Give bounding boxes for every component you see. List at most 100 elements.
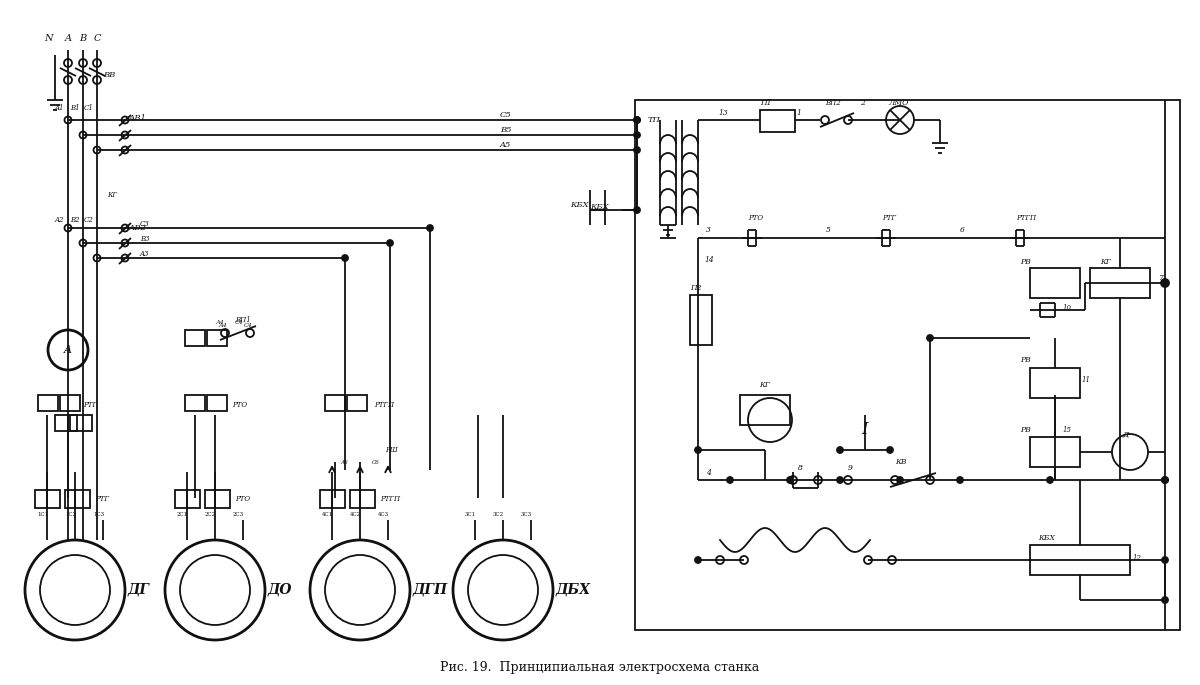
- Circle shape: [787, 477, 793, 483]
- Circle shape: [887, 447, 893, 453]
- Text: ВП2: ВП2: [826, 99, 841, 107]
- Text: 6: 6: [960, 226, 965, 234]
- Text: A3: A3: [140, 250, 150, 258]
- Bar: [35, 490, 60, 508]
- Text: С6: С6: [372, 460, 379, 464]
- Text: C: C: [94, 34, 101, 42]
- Text: КБХ: КБХ: [570, 201, 589, 209]
- Text: B5: B5: [500, 126, 511, 134]
- Text: A1: A1: [55, 104, 65, 112]
- Text: РВ: РВ: [1020, 356, 1031, 364]
- Text: 4С3: 4С3: [378, 512, 389, 517]
- Text: АВ2: АВ2: [128, 224, 146, 232]
- Text: 15: 15: [1063, 426, 1072, 434]
- Text: 3С1: 3С1: [466, 512, 476, 517]
- Bar: [208, 395, 227, 411]
- Text: I: I: [862, 421, 869, 438]
- Bar: [740, 395, 790, 425]
- Text: 1С2: 1С2: [65, 512, 76, 517]
- Bar: [55, 415, 77, 431]
- Text: С4: С4: [235, 319, 244, 325]
- Bar: [175, 490, 200, 508]
- Circle shape: [1162, 477, 1168, 483]
- Text: ЛМО: ЛМО: [888, 99, 908, 107]
- Bar: [635, 100, 1180, 630]
- Text: 3С3: 3С3: [521, 512, 532, 517]
- Text: 14: 14: [704, 256, 714, 264]
- Text: ТП: ТП: [648, 116, 661, 124]
- Text: РТГ: РТГ: [83, 401, 97, 409]
- Circle shape: [928, 335, 934, 341]
- Circle shape: [838, 447, 842, 453]
- Circle shape: [695, 557, 701, 563]
- Text: Рис. 19.  Принципиальная электросхема станка: Рис. 19. Принципиальная электросхема ста…: [440, 662, 760, 675]
- Text: C5: C5: [500, 111, 511, 119]
- Text: 11: 11: [1082, 376, 1091, 384]
- Bar: [690, 295, 712, 345]
- Bar: [760, 110, 796, 132]
- Text: A: A: [64, 345, 72, 355]
- Text: B1: B1: [70, 104, 79, 112]
- Text: РТГ: РТГ: [882, 214, 896, 222]
- Bar: [325, 395, 346, 411]
- Bar: [185, 330, 205, 346]
- Text: 12: 12: [1133, 554, 1142, 562]
- Circle shape: [1046, 477, 1054, 483]
- Bar: [65, 490, 90, 508]
- Text: 10: 10: [1063, 304, 1072, 312]
- Text: РТГ: РТГ: [95, 495, 109, 503]
- Text: A2: A2: [55, 216, 65, 224]
- Circle shape: [1162, 477, 1168, 483]
- Text: B: B: [79, 34, 86, 42]
- Text: РТО: РТО: [235, 495, 250, 503]
- Text: 3С2: 3С2: [493, 512, 504, 517]
- Text: РТГП: РТГП: [380, 495, 400, 503]
- Bar: [320, 490, 346, 508]
- Text: 1С1: 1С1: [37, 512, 48, 517]
- Text: КВ: КВ: [895, 458, 906, 466]
- Circle shape: [634, 147, 640, 153]
- Text: A5: A5: [500, 141, 511, 149]
- Text: 8: 8: [798, 464, 803, 472]
- Bar: [205, 490, 230, 508]
- Text: РВ: РВ: [1020, 426, 1031, 434]
- Circle shape: [342, 255, 348, 261]
- Text: КГ: КГ: [1100, 258, 1111, 266]
- Text: КБХ: КБХ: [1038, 534, 1055, 542]
- Text: РТГП: РТГП: [374, 401, 394, 409]
- Circle shape: [634, 132, 640, 138]
- Text: КГ: КГ: [760, 381, 770, 389]
- Text: ДГП: ДГП: [413, 583, 448, 597]
- Text: 2С2: 2С2: [205, 512, 216, 517]
- Circle shape: [634, 117, 640, 123]
- Text: П2: П2: [690, 284, 702, 292]
- Circle shape: [634, 117, 640, 123]
- Circle shape: [1162, 597, 1168, 603]
- Text: РВ: РВ: [1020, 258, 1031, 266]
- Text: 4С2: 4С2: [350, 512, 361, 517]
- Text: 2С1: 2С1: [178, 512, 188, 517]
- Text: РТО: РТО: [748, 214, 763, 222]
- Bar: [70, 415, 92, 431]
- Circle shape: [1162, 557, 1168, 563]
- Text: 2С3: 2С3: [233, 512, 244, 517]
- Circle shape: [898, 477, 904, 483]
- Text: N: N: [43, 34, 53, 42]
- Text: 2: 2: [860, 99, 865, 107]
- Text: КБХ: КБХ: [590, 203, 608, 211]
- Text: 7: 7: [1158, 274, 1163, 282]
- Bar: [38, 395, 58, 411]
- Text: 1: 1: [796, 109, 800, 117]
- Text: КГ: КГ: [107, 191, 118, 199]
- Text: 3: 3: [706, 226, 710, 234]
- Text: ДГ: ДГ: [128, 583, 150, 597]
- Bar: [1030, 545, 1130, 575]
- Bar: [1030, 368, 1080, 398]
- Circle shape: [427, 225, 433, 231]
- Circle shape: [727, 477, 733, 483]
- Text: C3: C3: [140, 220, 150, 228]
- Bar: [1090, 268, 1150, 298]
- Text: C1: C1: [84, 104, 94, 112]
- Text: 4С1: 4С1: [322, 512, 334, 517]
- Text: ДО: ДО: [268, 583, 293, 597]
